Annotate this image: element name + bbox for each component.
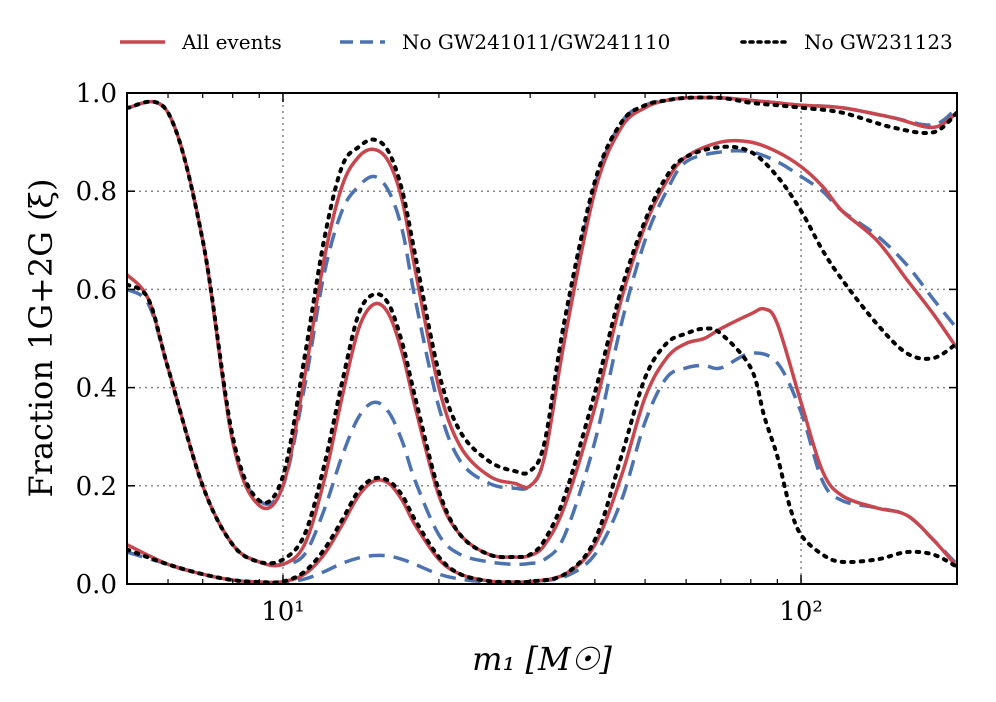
series-line-no-gw231123-0 bbox=[127, 95, 957, 505]
grid bbox=[127, 93, 957, 584]
y-tick-label: 0.8 bbox=[76, 177, 117, 207]
y-tick-label: 0.2 bbox=[76, 472, 117, 502]
series-line-no-gw241011-gw241110-0 bbox=[127, 95, 957, 506]
series-line-no-gw241011-gw241110-1 bbox=[127, 148, 957, 567]
ticks: 0.0 0.2 0.4 0.6 0.8 1.0 10¹ 10² bbox=[76, 79, 957, 627]
y-tick-label: 1.0 bbox=[76, 79, 117, 109]
legend: All events No GW241011/GW241110 No GW231… bbox=[120, 30, 953, 54]
y-tick-label: 0.6 bbox=[76, 275, 117, 305]
series-line-no-gw231123-2 bbox=[127, 326, 957, 584]
y-tick-label: 0.0 bbox=[76, 570, 117, 600]
y-tick-label: 0.4 bbox=[76, 374, 117, 404]
x-tick-label: 10¹ bbox=[261, 597, 305, 627]
x-axis-label: m₁ [M☉] bbox=[472, 640, 612, 678]
legend-label-no-gw231123: No GW231123 bbox=[804, 30, 953, 54]
x-tick-label: 10² bbox=[779, 597, 823, 627]
plot-frame bbox=[126, 92, 958, 585]
series-line-no-gw231123-1 bbox=[127, 144, 957, 566]
y-axis-label: Fraction 1G+2G (ξ) bbox=[22, 178, 60, 497]
legend-label-all-events: All events bbox=[181, 30, 282, 54]
series-line-all-events-1 bbox=[127, 138, 957, 568]
series-line-all-events-0 bbox=[127, 95, 957, 511]
series-lines bbox=[127, 95, 957, 584]
legend-label-no-gw241011-gw241110: No GW241011/GW241110 bbox=[402, 30, 670, 54]
